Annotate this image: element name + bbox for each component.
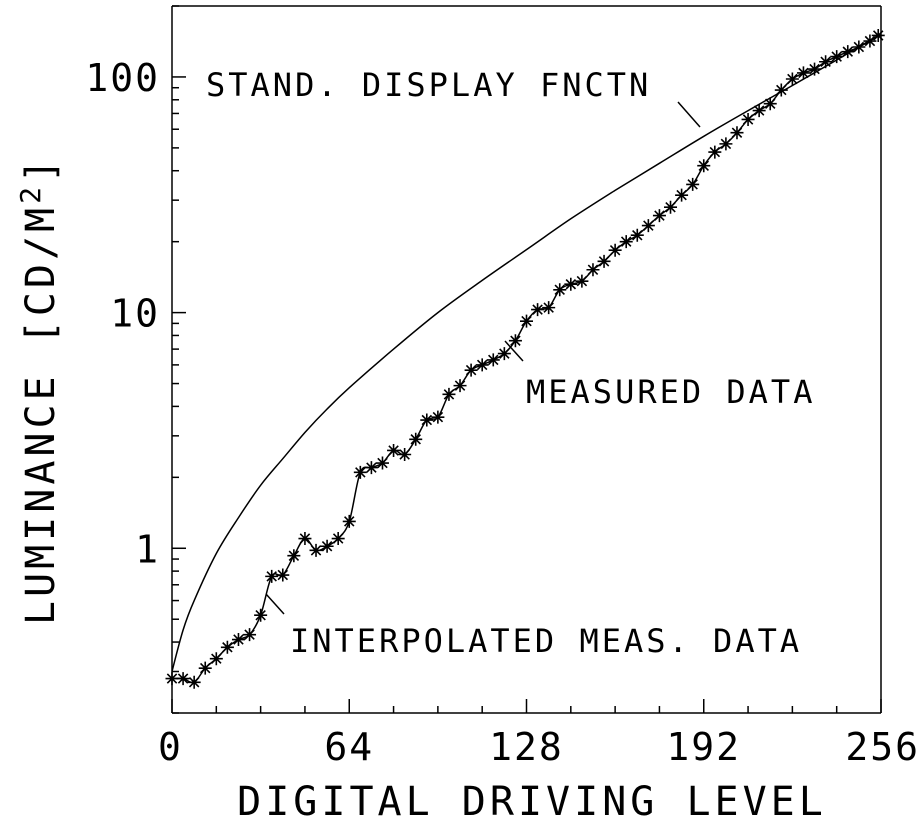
measured-data-point	[830, 50, 844, 64]
measured-data-point	[575, 274, 589, 288]
measured-data-point	[608, 243, 622, 257]
measured-data-point	[209, 652, 223, 666]
measured-data-point	[796, 66, 810, 80]
measured-data-point	[741, 112, 755, 126]
y-axis-title-main: LUMINANCE [CD/M	[18, 204, 64, 625]
x-tick-label: 0	[158, 725, 183, 769]
measured-data-point	[298, 532, 312, 546]
measured-data-point	[808, 62, 822, 76]
measured-data-point	[586, 263, 600, 277]
annotation-standard-display-function: STAND. DISPLAY FNCTN	[206, 66, 651, 104]
x-tick-label: 128	[489, 725, 564, 769]
y-axis-title-suffix: ]	[18, 155, 64, 183]
y-tick-label: 1	[135, 527, 160, 571]
sdf-leader-line	[677, 101, 701, 128]
measured-data-point	[464, 363, 478, 377]
measured-data-point	[542, 301, 556, 315]
measured-data-point	[165, 672, 179, 686]
measured-data-point	[475, 358, 489, 372]
annotation-interpolated-data: INTERPOLATED MEAS. DATA	[290, 622, 802, 660]
measured-data-point	[774, 83, 788, 97]
measured-data-point	[420, 413, 434, 427]
measured-data-point	[453, 379, 467, 393]
measured-data-point	[331, 532, 345, 546]
x-tick-label: 256	[845, 725, 920, 769]
measured-data-point	[353, 465, 367, 479]
measured-data-point	[763, 97, 777, 111]
measured-data-point	[364, 461, 378, 475]
measured-data-point	[686, 177, 700, 191]
measured-data-point	[287, 549, 301, 563]
x-tick-label: 64	[324, 725, 374, 769]
measured-data-point	[497, 347, 511, 361]
measured-data-point	[187, 675, 201, 689]
measured-data-point	[619, 235, 633, 249]
measured-data-point	[387, 443, 401, 457]
measured-data-point	[841, 45, 855, 59]
measured-data-point	[641, 219, 655, 233]
measured-data-point	[176, 672, 190, 686]
measured-data-point	[276, 568, 290, 582]
measured-leader-line	[504, 340, 524, 362]
standard-display-function-line	[171, 34, 879, 672]
measured-data-point	[520, 314, 533, 328]
measured-data-point	[398, 447, 412, 461]
measured-data-point	[697, 159, 711, 173]
measured-data-point	[265, 569, 279, 583]
x-tick-label: 192	[666, 725, 741, 769]
measured-data-point	[630, 228, 644, 242]
measured-data-point	[508, 334, 522, 348]
measured-data-point	[785, 72, 799, 86]
measured-data-markers	[165, 28, 885, 689]
y-tick-label: 10	[110, 292, 160, 336]
x-axis-title: DIGITAL DRIVING LEVEL	[237, 779, 827, 825]
measured-data-point	[708, 145, 722, 159]
interpolated-leader-line	[265, 593, 285, 615]
measured-data-point	[871, 28, 885, 42]
measured-data-point	[243, 628, 257, 642]
tick-labels: 0 64 128 192 256 1 10 100	[85, 56, 920, 769]
measured-data-point	[597, 254, 611, 268]
measured-data-point	[320, 539, 334, 553]
measured-data-point	[375, 456, 389, 470]
measured-data-point	[309, 543, 323, 557]
y-tick-label: 100	[85, 56, 160, 100]
interpolated-data-line	[171, 34, 879, 684]
measured-data-point	[409, 432, 423, 446]
measured-data-point	[819, 55, 833, 69]
measured-data-point	[719, 137, 733, 151]
measured-data-point	[564, 277, 578, 291]
measured-data-point	[254, 608, 268, 622]
ticks	[171, 5, 882, 714]
measured-data-point	[675, 188, 689, 202]
measured-data-point	[531, 303, 545, 317]
measured-data-point	[863, 34, 877, 48]
y-axis-title-superscript: 2	[14, 183, 47, 204]
measured-data-point	[342, 514, 356, 528]
annotation-leaders	[265, 101, 701, 615]
measured-data-point	[431, 410, 445, 424]
annotation-measured-data: MEASURED DATA	[526, 373, 815, 411]
measured-data-point	[198, 661, 212, 675]
measured-data-point	[652, 209, 666, 223]
measured-data-point	[752, 104, 766, 118]
measured-data-point	[553, 283, 567, 297]
measured-data-point	[664, 200, 678, 214]
measured-data-point	[220, 640, 234, 654]
measured-data-point	[852, 40, 866, 54]
y-axis-title: LUMINANCE [CD/M2]	[14, 155, 64, 625]
measured-data-point	[231, 633, 245, 647]
measured-data-point	[730, 126, 744, 140]
measured-data-point	[486, 353, 500, 367]
measured-data-point	[442, 387, 456, 401]
